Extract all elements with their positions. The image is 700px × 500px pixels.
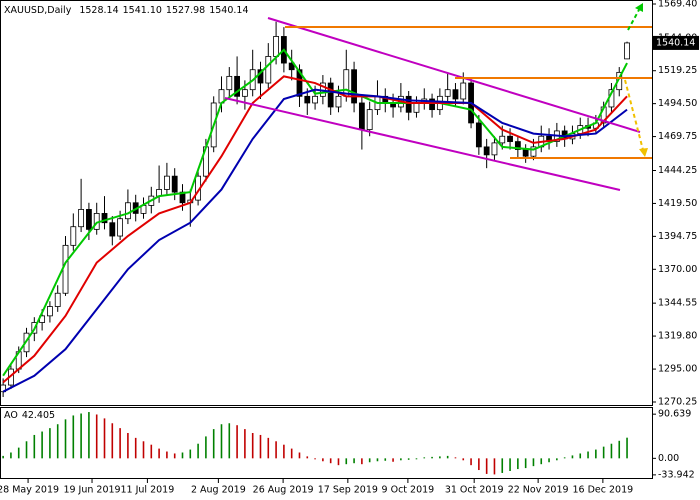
quote-high: 1541.10 (123, 5, 162, 16)
candle-body (234, 75, 240, 97)
candle-body (109, 222, 116, 237)
candle-body (514, 141, 521, 150)
quote-open: 1528.14 (79, 5, 118, 16)
channel-upper (267, 17, 641, 133)
candle-body (413, 102, 420, 113)
price-plot (0, 21, 630, 398)
candle-body (70, 226, 77, 246)
y-tick-label: 1319.80 (658, 331, 697, 342)
arrow-head (639, 148, 648, 157)
candle-body (460, 82, 467, 100)
candle-body (296, 69, 303, 97)
y-tick-label: 1444.25 (658, 165, 697, 176)
candle-body (429, 98, 435, 111)
candle-body (241, 89, 248, 97)
x-tick-label: 17 Sep 2019 (318, 485, 378, 496)
x-tick-label: 2 Aug 2019 (191, 485, 246, 496)
candle-body (171, 175, 178, 193)
y-tick-label: 1370.00 (658, 264, 697, 275)
y-tick-label: 1344.55 (658, 298, 697, 309)
candle-body (327, 82, 334, 108)
candle-body (405, 95, 412, 113)
candle-body (117, 218, 124, 237)
candle-body (483, 146, 490, 156)
channel-lower (224, 97, 621, 191)
y-tick-label: 1394.75 (658, 231, 697, 242)
chart-header: XAUUSD,Daily 1528.14 1541.10 1527.98 1540.14 (4, 5, 249, 16)
candle-body (335, 95, 342, 108)
candle-body (101, 213, 108, 224)
candle-body (304, 95, 311, 104)
indicator-name: AO (4, 410, 18, 421)
price-tag (653, 35, 699, 50)
candle-body (86, 209, 92, 230)
ao-header: AO 42.405 (4, 410, 55, 421)
candle-body (624, 42, 630, 60)
quote-close: 1540.14 (209, 5, 248, 16)
candle-body (522, 149, 529, 157)
moving-average (2, 75, 628, 384)
candle-body (78, 209, 85, 228)
candle-body (163, 175, 170, 190)
candle-body (444, 89, 451, 97)
y-tick-label: 1469.75 (658, 131, 697, 142)
arrow-head (635, 3, 643, 12)
y-tick-label: 1419.50 (658, 198, 697, 209)
y-tick-label: 1295.00 (658, 364, 697, 375)
candle-body (265, 56, 272, 84)
price-tag-label: 1540.14 (656, 37, 695, 48)
x-tick-label: 26 Aug 2019 (253, 485, 314, 496)
y-tick-label: 0.00 (658, 453, 679, 464)
candle-body (507, 135, 513, 142)
y-tick-label: 90.639 (658, 409, 691, 420)
x-tick-label: 11 Jul 2019 (121, 485, 175, 496)
candle-body (475, 122, 482, 148)
candle-body (312, 95, 318, 104)
drawings (224, 3, 652, 191)
ao-panel (0, 407, 653, 479)
candle-body (351, 69, 357, 104)
candle-body (452, 89, 459, 100)
candle-body (358, 102, 365, 130)
x-tick-label: 28 May 2019 (0, 485, 59, 496)
candle-body (226, 75, 233, 91)
indicator-value: 42.405 (22, 410, 55, 421)
candle-body (62, 244, 69, 294)
y-tick-label: 1519.25 (658, 65, 697, 76)
candle-body (273, 36, 279, 57)
candle-body (491, 142, 498, 156)
x-tick-label: 22 Nov 2019 (508, 485, 569, 496)
x-tick-label: 19 Jun 2019 (63, 485, 120, 496)
candle-body (47, 306, 53, 317)
candle-body (530, 146, 537, 157)
x-tick-label: 16 Dec 2019 (573, 485, 634, 496)
arrow-down (624, 79, 644, 151)
candle-body (499, 135, 506, 144)
candle-body (343, 69, 350, 97)
moving-average (2, 88, 628, 393)
quote-low: 1527.98 (166, 5, 205, 16)
y-tick-label: 1569.40 (658, 0, 697, 9)
y-tick-label: 1270.25 (658, 397, 697, 408)
candle-body (288, 62, 295, 71)
x-tick-label: 31 Oct 2019 (445, 485, 504, 496)
symbol: XAUUSD,Daily (4, 5, 72, 16)
ao-plot (2, 412, 628, 475)
y-tick-label: -33.942 (658, 469, 695, 480)
moving-average (2, 48, 628, 377)
candle-body (54, 292, 61, 307)
y-tick-label: 1494.50 (658, 98, 697, 109)
candle-body (125, 202, 131, 220)
x-tick-label: 9 Oct 2019 (382, 485, 435, 496)
candle-body (366, 109, 373, 130)
